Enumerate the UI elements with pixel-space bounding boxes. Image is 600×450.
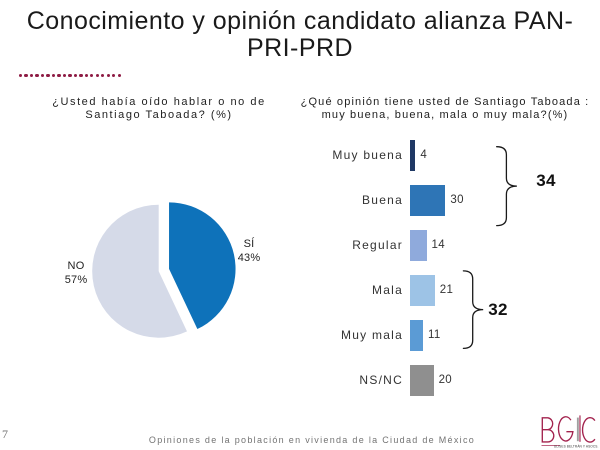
bar-rect bbox=[410, 140, 416, 172]
title-dot bbox=[117, 74, 121, 78]
title-dot bbox=[73, 74, 78, 78]
title-dot bbox=[24, 74, 28, 78]
bar-category-label: Muy buena bbox=[332, 148, 403, 162]
title-dot bbox=[62, 74, 67, 78]
title-dot bbox=[101, 74, 105, 78]
bar-category-label: NS/NC bbox=[359, 373, 403, 387]
bar-category-label: Regular bbox=[352, 238, 403, 252]
bar-category-label: Mala bbox=[371, 283, 403, 297]
slide-title: Conocimiento y opinión candidato alianza… bbox=[20, 8, 580, 61]
bar-category-label: Buena bbox=[362, 193, 403, 207]
title-dot bbox=[79, 74, 83, 78]
bar-category-label: Muy mala bbox=[340, 328, 403, 342]
title-dot bbox=[51, 74, 56, 78]
bar-question: ¿Qué opinión tiene usted de Santiago Tab… bbox=[290, 96, 600, 122]
footer-caption: Opiniones de la población en vivienda de… bbox=[148, 435, 476, 445]
pie-question-line2: Santiago Taboada? (%) bbox=[85, 109, 233, 122]
slide-title-line2: PRI-PRD bbox=[247, 33, 353, 62]
pie-label-si-name: SÍ bbox=[243, 238, 255, 250]
bar-value-label: 14 bbox=[431, 239, 445, 251]
title-dot bbox=[106, 74, 110, 78]
title-dot bbox=[95, 74, 99, 78]
bracket-sum-positive: 34 bbox=[536, 171, 556, 190]
title-dot bbox=[40, 74, 45, 78]
bar-value-label: 4 bbox=[420, 149, 428, 161]
bar-rect bbox=[410, 275, 435, 307]
page-number: 7 bbox=[2, 427, 8, 441]
title-dotted-line bbox=[19, 74, 123, 78]
bar-question-line2: muy buena, buena, mala o muy mala?(%) bbox=[321, 109, 569, 122]
title-dot bbox=[46, 74, 50, 78]
pie-question: ¿Usted había oído hablar o no de Santiag… bbox=[38, 96, 280, 122]
bracket-sum-negative: 32 bbox=[488, 300, 508, 319]
bar-rect bbox=[410, 230, 427, 262]
pie-label-no-value: 57% bbox=[64, 274, 88, 286]
bar-value-label: 21 bbox=[439, 284, 454, 296]
bar-value-label: 20 bbox=[438, 374, 452, 386]
bar-value-label: 11 bbox=[428, 329, 441, 341]
bar-rect bbox=[410, 185, 446, 217]
title-dot bbox=[35, 74, 39, 78]
pie-label-si-value: 43% bbox=[237, 252, 261, 264]
title-dot bbox=[90, 74, 94, 78]
bar-rect bbox=[410, 320, 423, 352]
title-dot bbox=[29, 74, 34, 78]
pie-label-no: NO 57% bbox=[46, 259, 106, 287]
pie-label-si: SÍ 43% bbox=[228, 237, 270, 265]
title-dot bbox=[19, 74, 23, 78]
slide-title-line1: Conocimiento y opinión candidato alianza… bbox=[26, 7, 574, 35]
title-dot bbox=[68, 74, 72, 78]
bar-value-label: 30 bbox=[450, 194, 464, 206]
pie-question-line1: ¿Usted había oído hablar o no de bbox=[52, 96, 266, 108]
bar-rect bbox=[410, 365, 434, 397]
pie-label-no-name: NO bbox=[67, 260, 85, 272]
bar-question-line1: ¿Qué opinión tiene usted de Santiago Tab… bbox=[300, 96, 590, 108]
title-dot bbox=[84, 74, 88, 78]
title-dot bbox=[57, 74, 61, 78]
title-dot bbox=[112, 74, 116, 78]
